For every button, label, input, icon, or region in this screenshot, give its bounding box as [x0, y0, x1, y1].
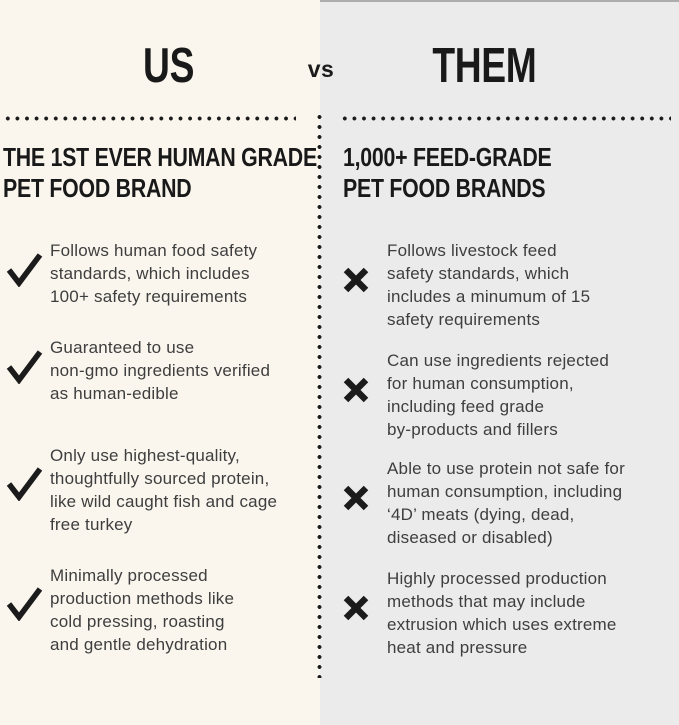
us-heading: THE 1ST EVER HUMAN GRADE PET FOOD BRAND — [3, 142, 386, 204]
list-item: Guaranteed to use non-gmo ingredients ve… — [3, 336, 313, 405]
us-title-text: US — [143, 39, 195, 93]
us-item-text: Follows human food safety standards, whi… — [50, 241, 258, 306]
them-heading-line-1: 1,000+ FEED-GRADE — [343, 142, 552, 172]
list-item: Follows livestock feed safety standards,… — [340, 239, 675, 331]
checkmark-icon — [6, 252, 50, 292]
them-heading-line-2: PET FOOD BRANDS — [343, 173, 546, 203]
checkmark-icon — [6, 586, 50, 626]
us-heading-line-2: PET FOOD BRAND — [3, 173, 192, 203]
us-heading-line-1: THE 1ST EVER HUMAN GRADE — [3, 142, 317, 172]
us-item-text: Minimally processed production methods l… — [50, 566, 235, 654]
right-dotted-divider — [340, 116, 671, 121]
left-dotted-divider — [3, 116, 296, 121]
checkmark-icon — [6, 349, 50, 389]
us-title: US — [0, 42, 320, 91]
x-icon — [343, 595, 387, 626]
them-item-text: Able to use protein not safe for human c… — [387, 459, 625, 547]
list-item: Able to use protein not safe for human c… — [340, 457, 675, 549]
them-item-text: Follows livestock feed safety standards,… — [387, 241, 591, 329]
versus-label: vs — [307, 56, 335, 82]
list-item: Minimally processed production methods l… — [3, 564, 313, 656]
x-icon — [343, 485, 387, 516]
them-title-text: THEM — [432, 39, 537, 93]
them-heading: 1,000+ FEED-GRADE PET FOOD BRANDS — [343, 142, 597, 204]
them-title: THEM — [320, 42, 679, 91]
list-item: Follows human food safety standards, whi… — [3, 239, 313, 308]
us-item-text: Guaranteed to use non-gmo ingredients ve… — [50, 338, 271, 403]
list-item: Highly processed production methods that… — [340, 567, 675, 659]
us-item-text: Only use highest-quality, thoughtfully s… — [50, 446, 278, 534]
x-icon — [343, 267, 387, 298]
list-item: Only use highest-quality, thoughtfully s… — [3, 444, 313, 536]
checkmark-icon — [6, 466, 50, 506]
x-icon — [343, 377, 387, 408]
list-item: Can use ingredients rejected for human c… — [340, 349, 675, 441]
them-item-text: Highly processed production methods that… — [387, 569, 617, 657]
vertical-dotted-divider — [317, 112, 322, 678]
them-item-text: Can use ingredients rejected for human c… — [387, 351, 610, 439]
